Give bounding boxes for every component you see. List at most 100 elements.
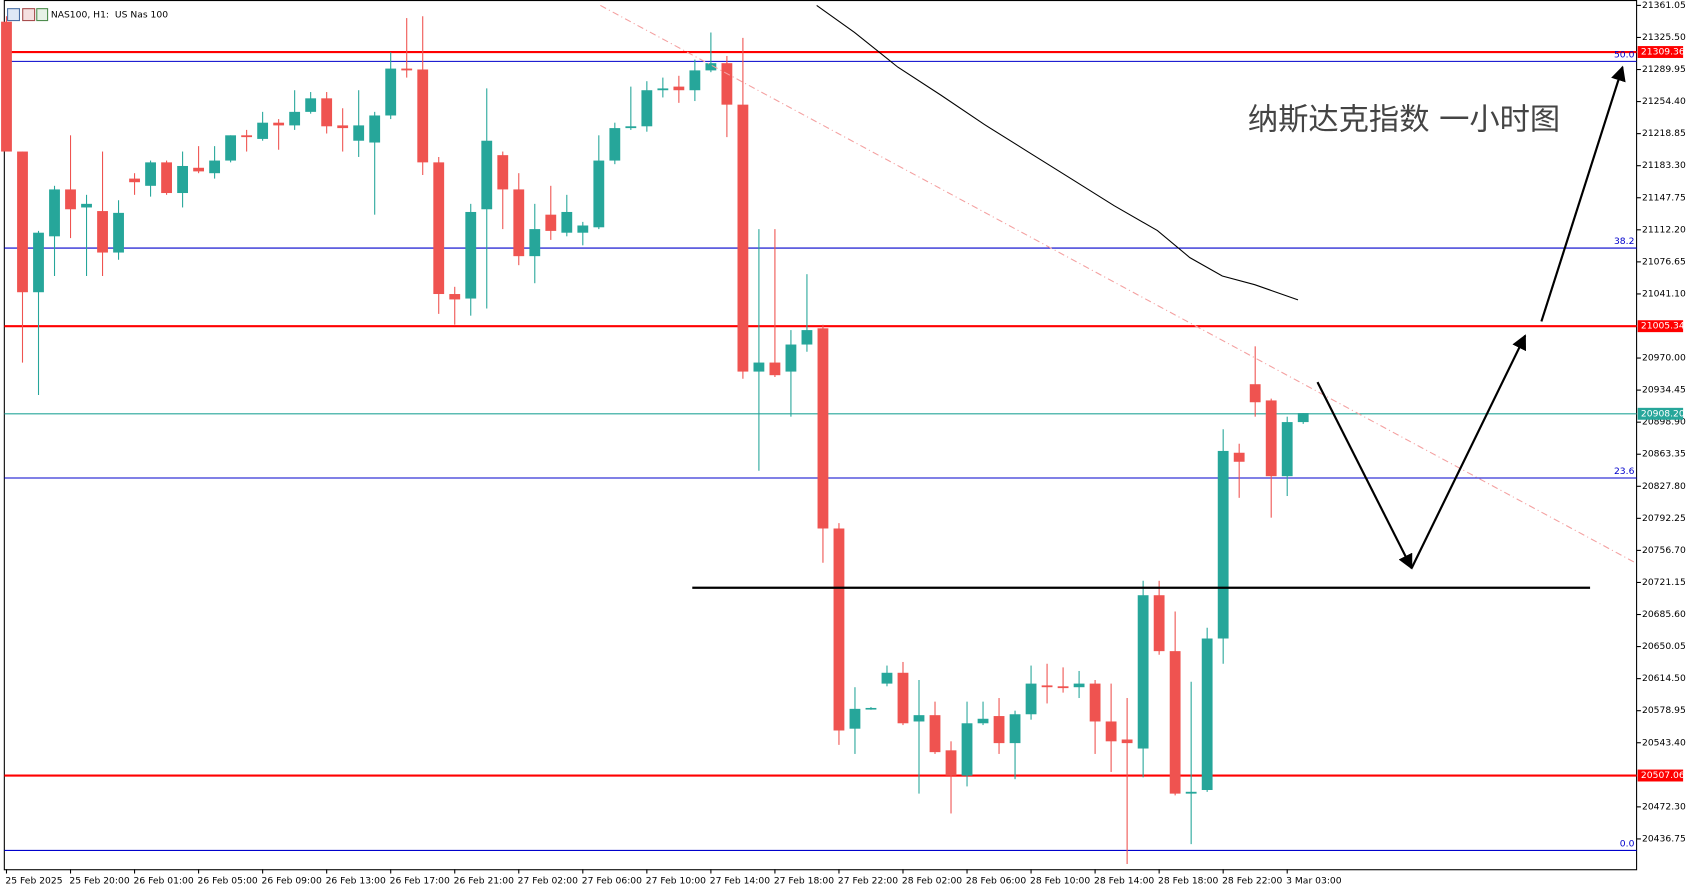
y-tick-label: 21147.75	[1642, 192, 1686, 203]
candle-body	[1073, 683, 1085, 688]
fibo-level-label: 0.0	[1620, 838, 1635, 849]
candle-body	[433, 162, 445, 295]
candle-body	[929, 715, 941, 753]
candle-body	[113, 212, 124, 253]
y-tick-label: 21289.95	[1642, 64, 1686, 75]
candle-body	[337, 125, 349, 129]
candle-body	[465, 211, 477, 299]
candle-body	[177, 165, 188, 194]
candle-body	[881, 672, 893, 684]
y-tick-label: 20436.75	[1642, 833, 1686, 844]
y-tick-label: 20898.90	[1642, 417, 1686, 428]
y-tick-label: 21112.20	[1642, 224, 1686, 235]
candle-body	[1217, 450, 1229, 639]
candle-body	[241, 135, 253, 138]
candle-body	[417, 69, 429, 163]
x-tick-label: 25 Feb 20:00	[69, 876, 129, 887]
y-tick-label: 20863.35	[1642, 449, 1686, 460]
candle-body	[641, 90, 653, 127]
candle-body	[1009, 714, 1021, 744]
x-tick-label: 27 Feb 06:00	[582, 876, 642, 887]
icon	[36, 8, 49, 22]
candle-body	[1121, 739, 1133, 744]
candle-body	[65, 189, 76, 210]
x-tick-label: 28 Feb 14:00	[1094, 876, 1154, 887]
arrow-up	[1540, 65, 1626, 322]
candle-body	[1041, 685, 1053, 688]
x-tick-label: 27 Feb 22:00	[838, 876, 898, 887]
x-tick-label: 28 Feb 22:00	[1222, 876, 1282, 887]
y-tick-label: 20543.40	[1642, 737, 1686, 748]
candle-body	[737, 104, 749, 372]
arrow-down	[1316, 381, 1413, 570]
x-tick-label: 3 Mar 03:00	[1286, 876, 1342, 887]
y-tick-label: 21325.50	[1642, 32, 1686, 43]
candle-body	[81, 203, 92, 208]
x-tick-label: 27 Feb 10:00	[646, 876, 706, 887]
y-tick-label: 20827.80	[1642, 481, 1686, 492]
price-label-box	[1637, 407, 1684, 420]
icon	[22, 8, 36, 22]
x-tick-label: 26 Feb 17:00	[390, 876, 450, 887]
candle-body	[209, 160, 221, 174]
candle-body	[513, 189, 525, 257]
x-tick-label: 26 Feb 09:00	[262, 876, 322, 887]
x-tick-label: 26 Feb 13:00	[326, 876, 386, 887]
candle-body	[849, 708, 861, 729]
candle-body	[577, 225, 589, 233]
candle-body	[1089, 683, 1101, 722]
candle-body	[33, 232, 44, 293]
candle-body	[785, 344, 797, 372]
candle-body	[1249, 384, 1261, 403]
candle-body	[1233, 452, 1245, 462]
fibo-level-label: 50.0	[1614, 49, 1635, 60]
candle-body	[913, 715, 925, 722]
candle-body	[321, 98, 333, 127]
candle-body	[769, 362, 781, 376]
candle-body	[353, 125, 365, 141]
candle-body	[945, 750, 957, 776]
candle-body	[657, 88, 669, 91]
candle-body	[1057, 686, 1069, 689]
candle-body	[289, 111, 301, 126]
price-label: 20908.20	[1641, 408, 1685, 419]
candle-body	[801, 330, 813, 345]
annotation: 纳斯达克指数 一小时图	[1248, 103, 1560, 138]
candle-body	[673, 86, 685, 91]
x-tick-label: 28 Feb 18:00	[1158, 876, 1218, 887]
candle-body	[1025, 683, 1037, 715]
fibo-level-label: 23.6	[1614, 466, 1635, 477]
plot-frame	[3, 0, 1638, 871]
candle-body	[257, 122, 269, 139]
candle-body	[1185, 791, 1197, 794]
candle-body	[305, 98, 317, 112]
y-tick-label: 20614.50	[1642, 673, 1686, 684]
candle-body	[385, 68, 397, 116]
x-tick-label: 25 Feb 2025	[5, 876, 62, 887]
candle-body	[753, 362, 765, 372]
x-tick-label: 26 Feb 05:00	[198, 876, 258, 887]
candle-body	[1105, 721, 1117, 742]
price-label: 21005.34	[1641, 321, 1685, 332]
candle-body	[369, 115, 381, 143]
y-tick-label: 21076.65	[1642, 256, 1686, 267]
arrow-up	[1410, 334, 1527, 569]
candle-body	[129, 178, 140, 183]
x-tick-label: 26 Feb 21:00	[454, 876, 514, 887]
candle-body	[705, 63, 717, 71]
candle-body	[97, 211, 108, 253]
y-tick-label: 20650.05	[1642, 641, 1686, 652]
candle-body	[1137, 595, 1149, 749]
candle-body	[689, 70, 701, 91]
candle-body	[1297, 413, 1309, 423]
price-label-box	[1637, 46, 1684, 58]
candle-body	[1169, 651, 1181, 794]
candle-body	[833, 528, 845, 731]
candle-body	[273, 122, 285, 126]
candle-body	[497, 155, 509, 190]
y-tick-label: 21254.40	[1642, 96, 1686, 107]
y-tick-label: 20792.25	[1642, 513, 1686, 524]
y-tick-label: 20721.15	[1642, 577, 1686, 588]
candle-body	[593, 160, 605, 228]
